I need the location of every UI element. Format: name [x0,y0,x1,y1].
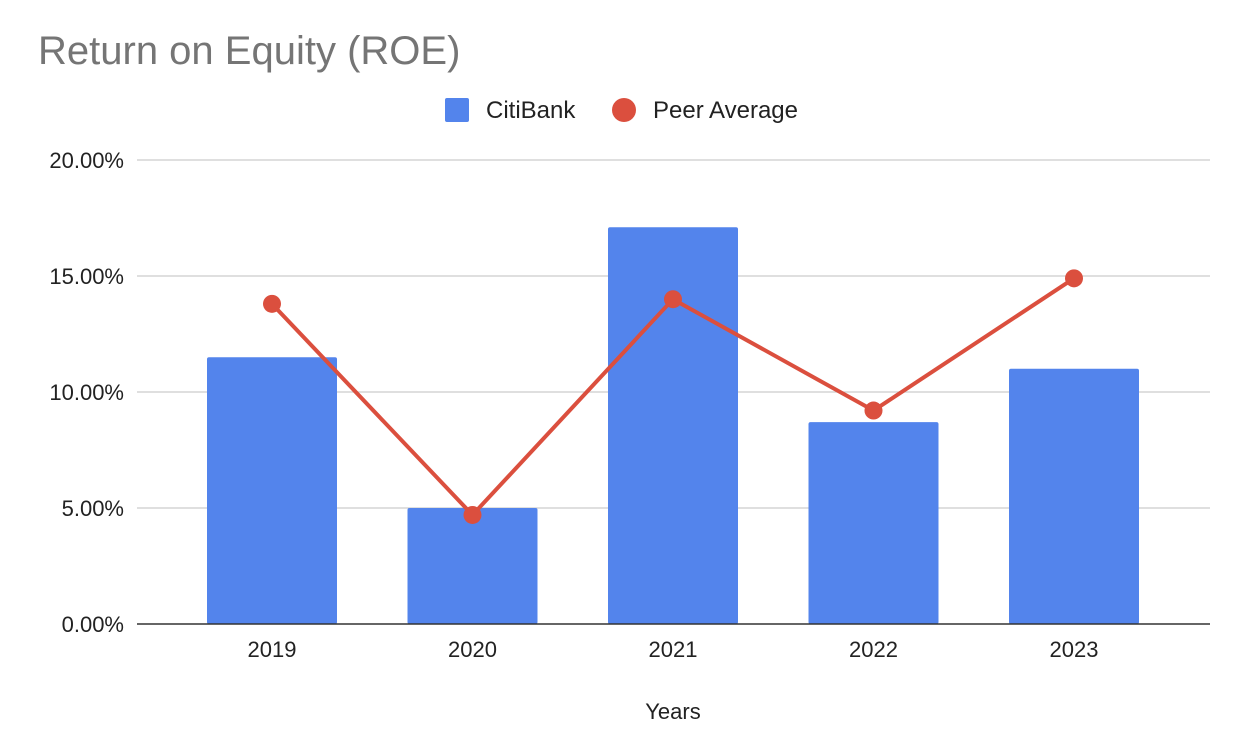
x-tick-label: 2023 [1050,637,1099,662]
bar-citibank-2019 [207,357,337,624]
x-tick-label: 2020 [448,637,497,662]
bar-citibank-2022 [808,422,939,624]
bars-citibank [207,227,1139,624]
point-peer-average-2021 [664,290,682,309]
y-tick-label: 20.00% [49,148,124,173]
bar-citibank-2020 [407,508,538,624]
legend-label-citibank: CitiBank [486,97,576,124]
y-axis-ticks: 0.00% 5.00% 10.00% 15.00% 20.00% [49,148,124,637]
legend: CitiBank Peer Average [445,97,798,124]
y-tick-label: 5.00% [62,496,124,521]
x-axis-ticks: 2019 2020 2021 2022 2023 [248,637,1099,662]
y-tick-label: 10.00% [49,380,124,405]
y-tick-label: 15.00% [49,264,124,289]
legend-label-peer-average: Peer Average [653,97,798,124]
legend-swatch-peer-average [612,98,636,122]
bar-citibank-2021 [608,227,738,624]
legend-swatch-citibank [445,98,469,122]
y-tick-label: 0.00% [62,612,124,637]
chart-title: Return on Equity (ROE) [38,29,460,73]
x-tick-label: 2019 [248,637,297,662]
x-tick-label: 2021 [649,637,698,662]
x-tick-label: 2022 [849,637,898,662]
x-axis-title: Years [645,699,700,724]
point-peer-average-2019 [263,294,281,313]
point-peer-average-2022 [864,401,883,420]
point-peer-average-2023 [1065,269,1083,288]
line-peer-average [263,269,1083,524]
point-peer-average-2020 [463,505,482,524]
bar-citibank-2023 [1009,368,1139,624]
